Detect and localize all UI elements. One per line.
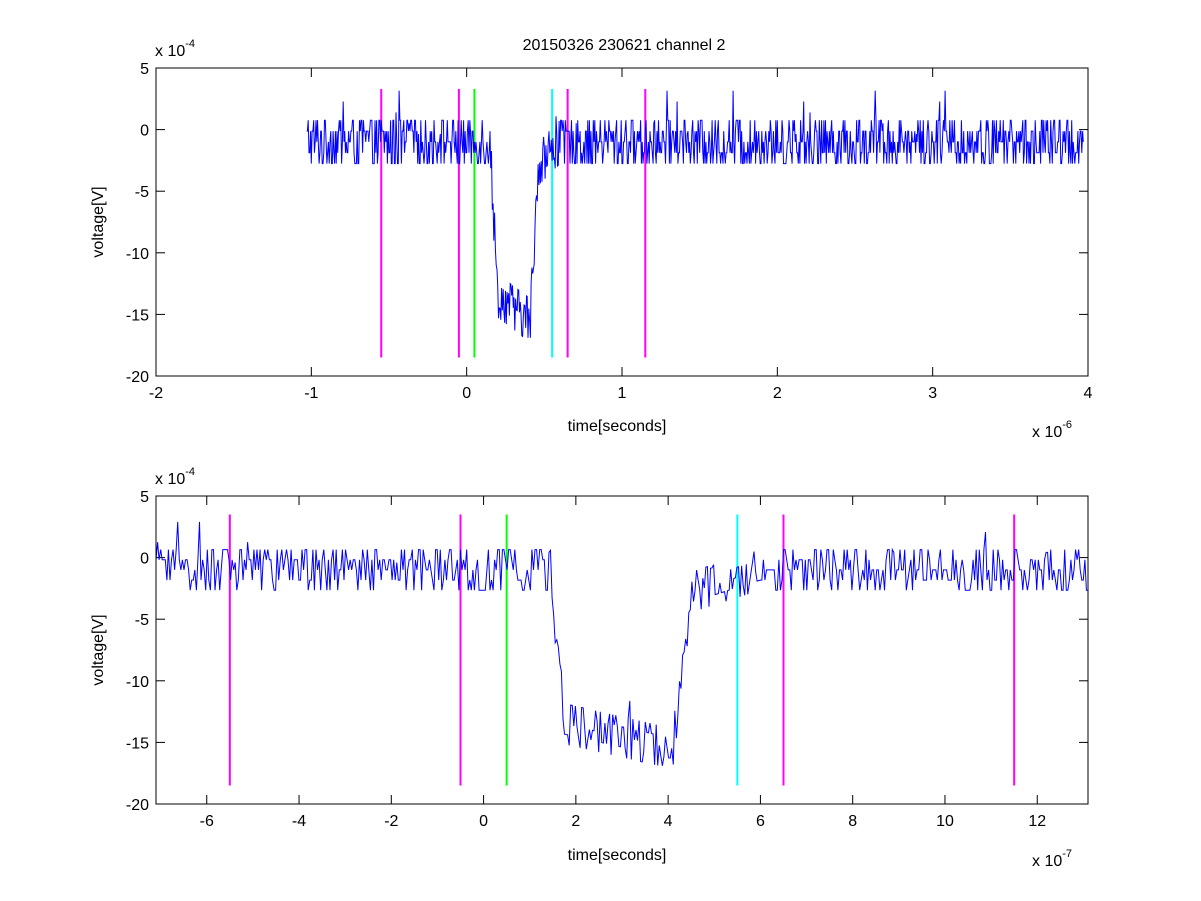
figure-title: 20150326 230621 channel 2 [523,37,726,54]
subplot-top-axes-frame [155,67,1089,377]
subplot-top-x-multiplier-base: x 10 [1032,424,1062,441]
subplot-bottom-ytick-label: -10 [126,674,149,691]
subplot-top-ytick-label: -15 [126,307,149,324]
subplot-bottom-x-exponent: -7 [1062,848,1072,860]
subplot-bottom-y-multiplier: x 10-4 [155,466,195,488]
subplot-bottom-ytick-label: -5 [135,612,149,629]
subplot-top-ylabel: voltage[V] [90,186,107,257]
subplot-top-xtick-label: -1 [304,385,318,402]
subplot-top-voltage-trace [306,90,1084,338]
subplot-top-xlabel: time[seconds] [568,418,667,435]
subplot-bottom-x-multiplier: x 10-7 [1032,848,1072,870]
subplot-bottom-xtick-label: 12 [1028,813,1046,830]
subplot-top-ytick-label: 5 [140,61,149,78]
subplot-top-ytick-label: 0 [140,123,149,140]
subplot-top-xtick-label: 4 [1084,385,1093,402]
subplot-bottom-x-multiplier-base: x 10 [1032,853,1062,870]
subplot-bottom-xtick-label: -6 [200,813,214,830]
subplot-bottom-ytick-label: 5 [140,489,149,506]
subplot-top-xtick-label: 3 [928,385,937,402]
subplot-bottom-ticks: -6 -4 -2 0 2 4 6 8 10 12-20-15-10-505 [126,489,1088,830]
subplot-bottom-voltage-trace [155,521,1088,766]
subplot-top-ytick-label: -10 [126,246,149,263]
subplot-bottom-xtick-label: 4 [664,813,673,830]
subplot-top-x-multiplier: x 10-6 [1032,419,1072,441]
subplot-top-xtick-label: 0 [462,385,471,402]
subplot-top-ytick-label: -20 [126,369,149,386]
subplot-top-xtick-label: 1 [618,385,627,402]
subplot-bottom-y-exponent: -4 [185,466,195,478]
subplot-bottom-xtick-label: 10 [936,813,954,830]
subplot-bottom-xtick-label: 8 [848,813,857,830]
subplot-bottom-ytick-label: -15 [126,735,149,752]
subplot-bottom-xtick-label: 2 [571,813,580,830]
subplot-bottom-ytick-label: -20 [126,797,149,814]
subplot-bottom-axes-frame [155,495,1089,805]
subplot-top-x-exponent: -6 [1062,419,1072,431]
subplot-bottom-xtick-label: -2 [384,813,398,830]
subplot-bottom-ytick-label: 0 [140,551,149,568]
subplot-bottom-ylabel: voltage[V] [90,614,107,685]
subplot-top-y-multiplier-base: x 10 [155,43,185,60]
subplot-bottom-xtick-label: 0 [479,813,488,830]
subplot-bottom-y-multiplier-base: x 10 [155,471,185,488]
subplot-top-xtick-label: 2 [773,385,782,402]
subplot-bottom-xlabel: time[seconds] [568,847,667,864]
subplot-top-ytick-label: -5 [135,184,149,201]
subplot-bottom-xtick-label: -4 [292,813,306,830]
subplot-bottom: -6 -4 -2 0 2 4 6 8 10 12-20-15-10-505 time[second… [90,466,1089,870]
subplot-bottom-xtick-label: 6 [756,813,765,830]
subplot-top-xtick-label: -2 [149,385,163,402]
subplot-top-y-exponent: -4 [185,38,195,50]
subplot-top: -2 -1 0 1 2 3 4-20-15-10-505 time[seconds] vol… [90,38,1093,441]
subplot-top-y-multiplier: x 10-4 [155,38,195,60]
